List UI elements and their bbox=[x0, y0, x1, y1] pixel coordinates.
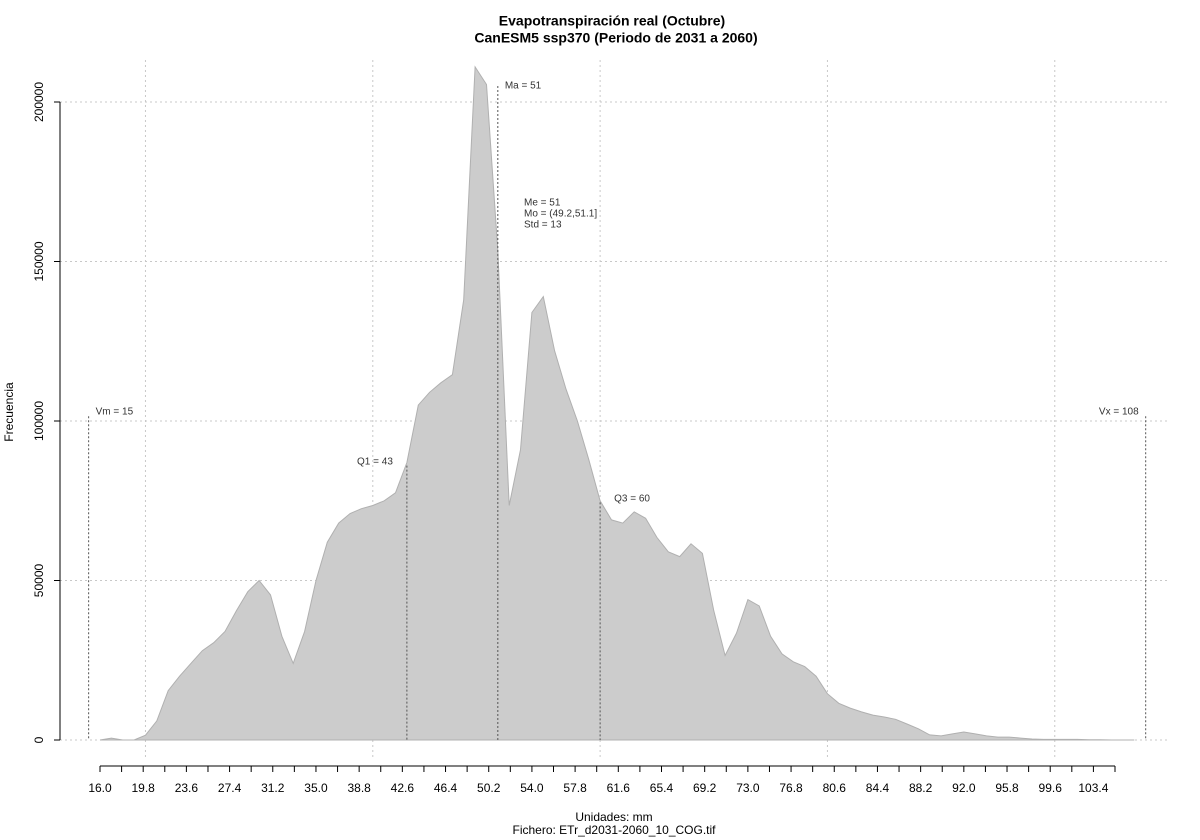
x-tick-label: 27.4 bbox=[218, 781, 242, 795]
x-tick-label: 65.4 bbox=[650, 781, 674, 795]
x-tick-label: 54.0 bbox=[520, 781, 544, 795]
marker-label: Ma = 51 bbox=[505, 81, 542, 92]
stat-label: Mo = (49.2,51.1] bbox=[524, 209, 597, 220]
x-tick-label: 38.8 bbox=[347, 781, 371, 795]
caption: Fichero: ETr_d2031-2060_10_COG.tif bbox=[513, 823, 717, 837]
marker-label: Q1 = 43 bbox=[357, 457, 393, 468]
y-tick-label: 150000 bbox=[32, 241, 46, 281]
x-tick-label: 46.4 bbox=[434, 781, 458, 795]
x-tick-label: 19.8 bbox=[132, 781, 156, 795]
x-tick-label: 61.6 bbox=[607, 781, 631, 795]
x-tick-label: 92.0 bbox=[952, 781, 976, 795]
x-tick-label: 76.8 bbox=[779, 781, 803, 795]
x-tick-label: 95.8 bbox=[995, 781, 1019, 795]
y-axis-label: Frecuencia bbox=[2, 382, 16, 442]
x-tick-label: 88.2 bbox=[909, 781, 933, 795]
y-tick-label: 100000 bbox=[32, 401, 46, 441]
x-tick-label: 50.2 bbox=[477, 781, 501, 795]
x-tick-label: 69.2 bbox=[693, 781, 717, 795]
area bbox=[99, 65, 1135, 741]
x-axis-label: Unidades: mm bbox=[575, 810, 652, 824]
x-tick-label: 31.2 bbox=[261, 781, 285, 795]
marker-label: Q3 = 60 bbox=[614, 494, 650, 505]
x-tick-label: 35.0 bbox=[304, 781, 328, 795]
x-tick-label: 103.4 bbox=[1078, 781, 1108, 795]
chart-title: Evapotranspiración real (Octubre) bbox=[499, 13, 725, 29]
x-tick-label: 73.0 bbox=[736, 781, 760, 795]
x-tick-label: 16.0 bbox=[88, 781, 112, 795]
stat-label: Me = 51 bbox=[524, 198, 561, 209]
stat-label: Std = 13 bbox=[524, 220, 562, 231]
x-tick-label: 42.6 bbox=[391, 781, 415, 795]
marker-label: Vm = 15 bbox=[96, 407, 134, 418]
y-tick-label: 200000 bbox=[32, 82, 46, 122]
x-tick-label: 57.8 bbox=[563, 781, 587, 795]
x-tick-label: 99.6 bbox=[1039, 781, 1063, 795]
chart-subtitle: CanESM5 ssp370 (Periodo de 2031 a 2060) bbox=[474, 30, 757, 46]
marker-label: Vx = 108 bbox=[1099, 407, 1139, 418]
y-tick-label: 0 bbox=[32, 736, 46, 743]
y-tick-label: 50000 bbox=[32, 563, 46, 597]
x-tick-label: 84.4 bbox=[866, 781, 890, 795]
x-tick-label: 23.6 bbox=[175, 781, 199, 795]
x-tick-label: 80.6 bbox=[823, 781, 847, 795]
